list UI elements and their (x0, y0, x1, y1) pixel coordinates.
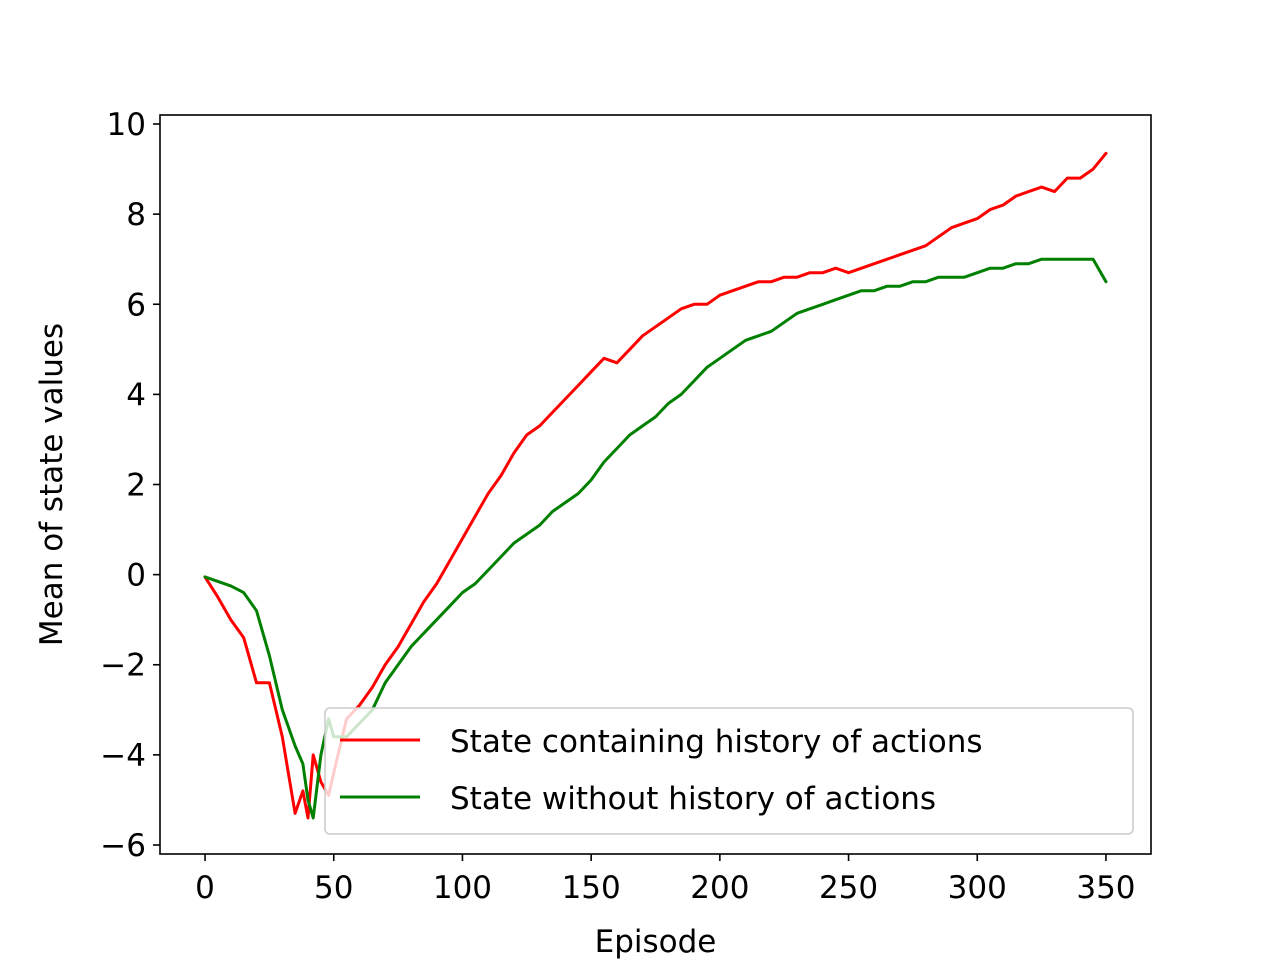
y-tick-label: 10 (107, 107, 146, 143)
legend-box (324, 707, 1134, 835)
y-tick-label: 4 (126, 377, 146, 413)
x-axis: 0 50 100 150 200 250 300 350 (195, 854, 1136, 906)
legend-label-state-with-history: State containing history of actions (450, 724, 983, 760)
y-tick-label: 8 (126, 197, 146, 233)
y-tick-label: 0 (126, 558, 146, 594)
x-tick-label: 50 (314, 870, 353, 906)
legend: State containing history of actions Stat… (324, 707, 1134, 835)
x-tick-label: 100 (433, 870, 492, 906)
x-axis-label: Episode (595, 924, 717, 960)
x-tick-label: 350 (1076, 870, 1135, 906)
y-tick-label: 2 (126, 468, 146, 504)
x-tick-label: 0 (195, 870, 215, 906)
y-tick-label: 6 (126, 287, 146, 323)
legend-label-state-without-history: State without history of actions (450, 781, 936, 817)
y-tick-label: −4 (100, 738, 146, 774)
y-tick-label: −6 (100, 828, 146, 864)
x-tick-label: 150 (562, 870, 621, 906)
y-axis: −6 −4 −2 0 2 4 6 8 10 (100, 107, 160, 864)
x-tick-label: 250 (819, 870, 878, 906)
x-tick-label: 300 (948, 870, 1007, 906)
y-axis-label: Mean of state values (34, 323, 70, 646)
y-tick-label: −2 (100, 648, 146, 684)
x-tick-label: 200 (690, 870, 749, 906)
